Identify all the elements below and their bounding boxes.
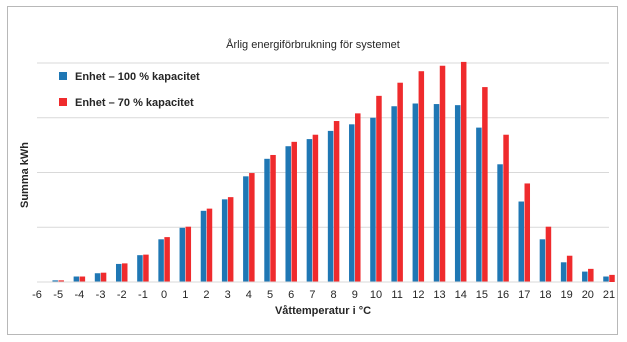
- bar-70--2: [121, 263, 128, 282]
- chart-title: Årlig energiförbrukning för systemet: [226, 38, 400, 51]
- bar-100-21: [603, 276, 609, 282]
- bars: [52, 61, 615, 283]
- legend-item-100: Enhet – 100 % kapacitet: [59, 71, 200, 83]
- x-tick-label: -5: [53, 289, 63, 301]
- legend-swatch-100: [59, 72, 67, 80]
- bar-70--4: [79, 276, 86, 282]
- bar-100-10: [370, 117, 376, 282]
- gridlines: [37, 62, 609, 228]
- bar-70-4: [249, 173, 255, 282]
- legend-item-70: Enhet – 70 % kapacitet: [59, 97, 194, 109]
- bar-100-11: [391, 106, 397, 282]
- bar-100-19: [560, 262, 567, 282]
- x-tick-label: 6: [288, 289, 294, 301]
- bar-100-3: [221, 199, 228, 282]
- bar-70-21: [609, 274, 615, 282]
- x-tick-label: -6: [32, 289, 42, 301]
- x-tick-label: -3: [96, 289, 106, 301]
- bar-100--1: [137, 255, 143, 282]
- chart-container: Årlig energiförbrukning för systemet -6-…: [7, 6, 618, 335]
- bar-70-16: [503, 134, 509, 282]
- x-tick-label: 11: [391, 289, 402, 301]
- bar-70-2: [206, 208, 213, 282]
- x-tick-label: 13: [433, 289, 445, 301]
- bar-70-17: [524, 183, 531, 282]
- x-tick-label: 1: [182, 289, 188, 301]
- bar-70-8: [333, 121, 340, 282]
- x-tick-label: 17: [518, 289, 530, 301]
- bar-100-18: [539, 239, 546, 282]
- bar-100-5: [264, 158, 270, 282]
- legend-swatch-70: [59, 98, 67, 106]
- bar-70--3: [100, 272, 107, 282]
- bar-100--4: [73, 276, 80, 282]
- bar-100--3: [94, 273, 101, 282]
- x-tick-label: 2: [203, 289, 209, 301]
- x-tick-label: 0: [161, 289, 167, 301]
- bar-70-9: [355, 113, 361, 283]
- bar-100-16: [497, 164, 503, 282]
- bar-100-2: [200, 210, 207, 282]
- x-tick-label: 3: [225, 289, 231, 301]
- bar-100-15: [476, 127, 482, 282]
- bar-100--5: [52, 280, 58, 282]
- bar-70-15: [482, 87, 488, 282]
- bar-70-13: [439, 65, 446, 282]
- bar-70-19: [566, 255, 573, 282]
- bar-100-4: [243, 176, 249, 282]
- x-tick-label: -1: [138, 289, 148, 301]
- bar-100-0: [158, 239, 164, 282]
- legend-label-100: Enhet – 100 % kapacitet: [75, 71, 200, 83]
- y-axis-title: Summa kWh: [19, 142, 31, 208]
- bar-70-18: [545, 226, 552, 282]
- x-tick-label: 20: [582, 289, 594, 301]
- legend-label-70: Enhet – 70 % kapacitet: [75, 97, 194, 109]
- bar-70-14: [460, 61, 467, 283]
- bar-100-6: [285, 146, 291, 282]
- bar-100--2: [115, 263, 122, 282]
- x-tick-labels: -6 -5 -4 -3 -2 -1 0 1 2 3 4 5 6 7 8 9 10 11 12 13 14 15 16 17 18…: [32, 289, 615, 301]
- x-tick-label: 12: [412, 289, 424, 301]
- x-axis-title: Våttemperatur i °C: [275, 305, 371, 317]
- bar-70-11: [397, 82, 403, 283]
- bar-100-7: [306, 139, 313, 282]
- bar-70-20: [588, 268, 594, 282]
- bar-100-13: [433, 104, 440, 282]
- x-tick-label: 21: [603, 289, 615, 301]
- x-tick-label: 19: [561, 289, 573, 301]
- x-tick-label: 4: [246, 289, 252, 301]
- bar-70--5: [58, 280, 64, 282]
- bar-100-17: [518, 201, 525, 282]
- x-tick-label: 10: [370, 289, 382, 301]
- x-tick-label: 8: [331, 289, 337, 301]
- bar-100-8: [327, 130, 334, 282]
- bar-70-0: [164, 237, 170, 282]
- x-tick-label: 18: [539, 289, 551, 301]
- x-tick-label: 9: [352, 289, 358, 301]
- bar-70-10: [376, 95, 382, 282]
- bar-70-7: [312, 134, 319, 282]
- bar-70-1: [185, 226, 192, 282]
- x-tick-label: 5: [267, 289, 273, 301]
- bar-100-1: [179, 227, 186, 282]
- bar-100-20: [582, 271, 588, 282]
- chart-svg: Årlig energiförbrukning för systemet -6-…: [19, 38, 615, 317]
- x-tick-label: -4: [74, 289, 84, 301]
- bar-70-6: [291, 141, 297, 282]
- x-tick-label: 14: [455, 289, 467, 301]
- bar-70-3: [227, 197, 234, 282]
- x-tick-label: 16: [497, 289, 509, 301]
- bar-70-5: [270, 154, 276, 282]
- bar-100-9: [349, 124, 355, 282]
- legend: Enhet – 100 % kapacitet Enhet – 70 % kap…: [59, 71, 200, 109]
- bar-70--1: [143, 254, 149, 283]
- x-tick-label: 7: [309, 289, 315, 301]
- bar-100-12: [412, 103, 419, 282]
- x-tick-label: -2: [117, 289, 127, 301]
- bar-70-12: [418, 71, 425, 283]
- x-tick-label: 15: [476, 289, 488, 301]
- bar-100-14: [454, 105, 461, 282]
